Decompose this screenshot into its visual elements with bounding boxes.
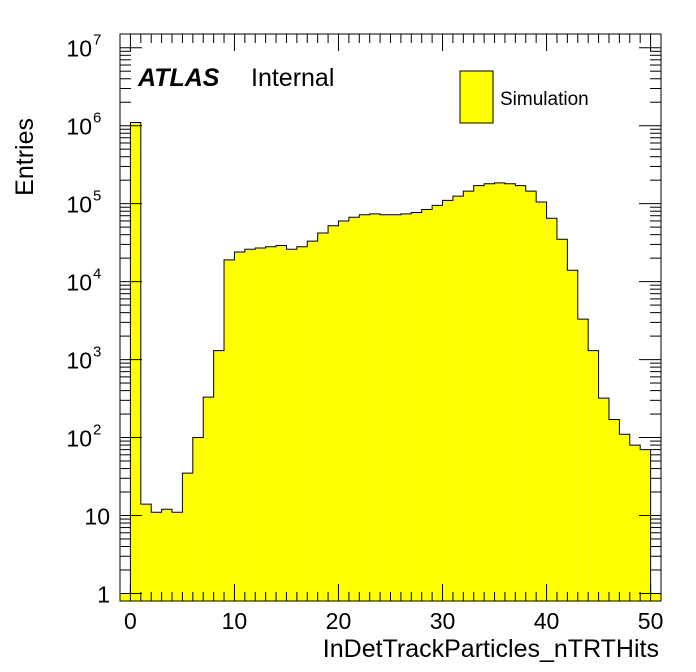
- histogram-bar: [619, 434, 630, 601]
- histogram-bar: [203, 397, 214, 601]
- histogram-bar: [598, 398, 609, 601]
- histogram-bars: [120, 121, 661, 602]
- x-tick-label: 30: [430, 608, 456, 634]
- y-tick-label: 10: [66, 192, 92, 218]
- histogram-bar: [348, 217, 360, 602]
- histogram-bar: [172, 512, 183, 601]
- y-tick-label: 10: [84, 503, 110, 529]
- histogram-bar: [120, 593, 131, 601]
- y-tick-exponent: 5: [93, 188, 101, 205]
- x-tick-label: 10: [222, 608, 248, 634]
- histogram-bar: [504, 183, 516, 601]
- y-tick-exponent: 4: [93, 266, 101, 283]
- histogram-bar: [276, 245, 287, 601]
- histogram-bar: [640, 449, 651, 601]
- histogram-bar: [359, 214, 370, 602]
- histogram-bar: [307, 241, 318, 601]
- histogram-bar: [244, 249, 256, 601]
- histogram-bar: [421, 209, 433, 601]
- histogram-bar: [192, 437, 204, 601]
- histogram-bar: [234, 251, 245, 602]
- histogram-bar: [286, 249, 297, 601]
- histogram-bar: [525, 191, 537, 601]
- histogram-bar: [140, 504, 152, 601]
- x-tick-label: 40: [534, 608, 560, 634]
- histogram-bar: [255, 247, 266, 601]
- histogram-bar: [317, 233, 329, 602]
- legend-label: Simulation: [500, 89, 589, 110]
- histogram-bar: [151, 512, 162, 601]
- histogram-bar: [390, 214, 401, 602]
- histogram-bar: [473, 185, 485, 601]
- histogram-bar: [567, 270, 578, 601]
- histogram-bar: [380, 214, 391, 602]
- x-tick-label: 20: [326, 608, 352, 634]
- histogram-bar: [161, 509, 173, 601]
- y-tick-label: 1: [97, 581, 110, 607]
- histogram-bar: [411, 212, 422, 601]
- histogram-bar: [588, 350, 599, 601]
- histogram-bar: [296, 246, 308, 601]
- y-tick-exponent: 2: [93, 422, 101, 439]
- histogram-bar: [577, 319, 589, 601]
- legend-swatch: [459, 70, 494, 124]
- histogram-bar: [515, 185, 526, 601]
- histogram-bar: [432, 205, 443, 601]
- histogram-bar: [369, 213, 381, 601]
- histogram-bar: [338, 220, 349, 601]
- histogram-bar: [182, 473, 193, 601]
- y-axis-label: Entries: [11, 118, 39, 196]
- x-tick-label: 50: [638, 608, 664, 634]
- histogram-bar: [650, 593, 661, 601]
- y-tick-label: 10: [66, 36, 92, 62]
- histogram-bar: [130, 122, 141, 601]
- y-tick-label: 10: [66, 426, 92, 452]
- histogram-bar: [463, 191, 474, 601]
- x-tick-label: 0: [124, 608, 137, 634]
- y-tick-exponent: 6: [93, 110, 101, 127]
- histogram-bar: [265, 246, 277, 601]
- histogram-outline: [120, 121, 661, 594]
- histogram-bar: [546, 218, 557, 602]
- histogram-bar: [400, 213, 412, 601]
- histogram-bar: [556, 239, 568, 601]
- histogram-bar: [213, 350, 225, 601]
- histogram-bar: [629, 445, 641, 601]
- histogram-bar: [484, 183, 495, 601]
- histogram-bar: [536, 201, 547, 601]
- x-axis-label: InDetTrackParticles_nTRTHits: [323, 635, 659, 663]
- histogram-bar: [608, 419, 620, 601]
- histogram-bar: [224, 259, 235, 601]
- y-tick-exponent: 3: [93, 344, 101, 361]
- y-tick-exponent: 7: [93, 32, 101, 49]
- histogram-bar: [452, 196, 464, 602]
- histogram-bar: [328, 225, 339, 601]
- axis-ticks: [119, 34, 662, 601]
- y-tick-label: 10: [66, 348, 92, 374]
- internal-label: Internal: [251, 64, 334, 92]
- y-tick-label: 10: [66, 114, 92, 140]
- histogram-bar: [442, 200, 453, 601]
- y-tick-label: 10: [66, 270, 92, 296]
- atlas-label: ATLAS: [137, 64, 220, 92]
- histogram-bar: [494, 182, 505, 601]
